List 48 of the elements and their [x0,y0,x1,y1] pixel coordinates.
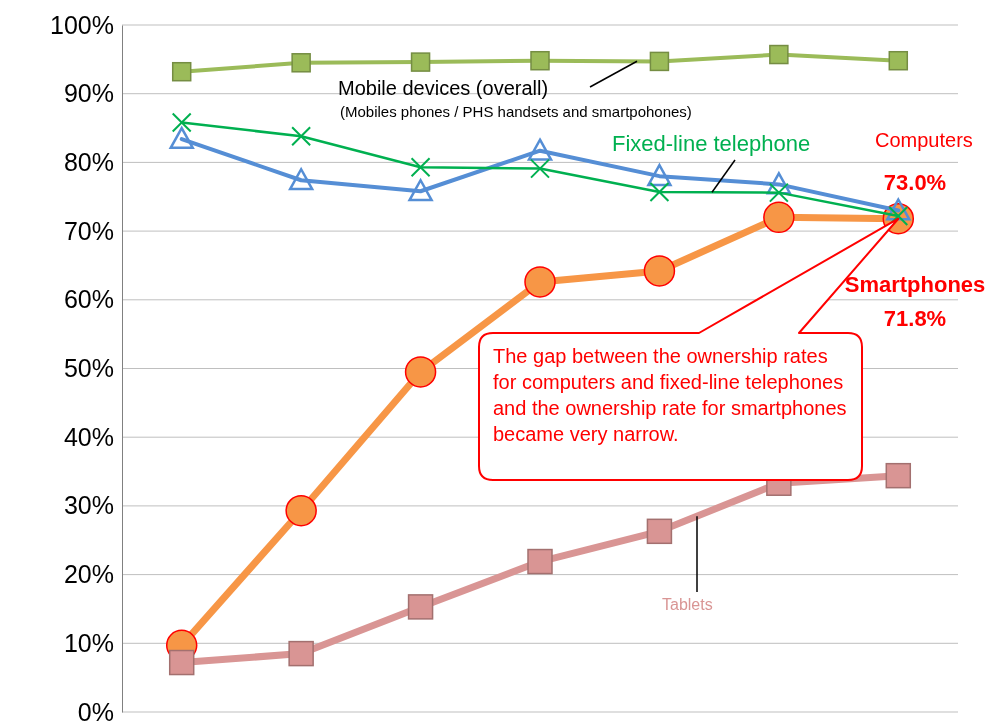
y-tick-label: 40% [63,422,114,451]
point [530,50,550,71]
y-tick-label: 30% [63,491,114,520]
y-tick-label: 20% [63,560,114,589]
point [408,179,433,202]
point [407,594,434,620]
annotation: (Mobiles phones / PHS handsets and smartpohones) [340,103,692,120]
point [888,50,909,71]
y-tick-label: 70% [63,216,114,245]
text: Tablets [662,596,713,613]
y-tick-label: 90% [63,79,114,108]
y-tick-label: 0% [77,697,114,725]
point [524,266,556,298]
series-label: Mobile devices (overall) [338,77,549,99]
point [647,163,672,187]
annotation: Computers [875,129,973,151]
point [643,255,676,287]
y-tick-label: 100% [50,10,114,39]
series-label: Fixed-line telephone [612,131,811,156]
point [885,462,912,489]
annotation: Smartphones [844,272,986,297]
annotation: 71.8% [883,306,947,331]
point [527,138,553,161]
point [169,126,194,150]
point [288,640,314,667]
point [530,158,550,179]
point [285,494,317,527]
point [527,548,553,575]
point [410,52,431,72]
point [171,112,192,133]
annotation: 73.0% [883,170,947,195]
point [291,53,311,73]
point [649,181,670,202]
point [410,157,431,178]
point [649,51,670,72]
annotation: The gap between the ownership rates for computers and fixed-line telephones and the ownership rate for smartphones became very narrow. [493,345,847,445]
point [288,168,314,191]
y-tick-label: 10% [63,628,114,657]
point [404,356,437,388]
y-tick-label: 50% [63,354,114,382]
y-tick-label: 80% [63,147,114,176]
point [646,518,673,545]
point [769,44,789,65]
point [168,649,195,676]
point [171,61,192,82]
y-tick-label: 60% [63,285,114,314]
point [291,126,312,147]
point [763,201,795,234]
